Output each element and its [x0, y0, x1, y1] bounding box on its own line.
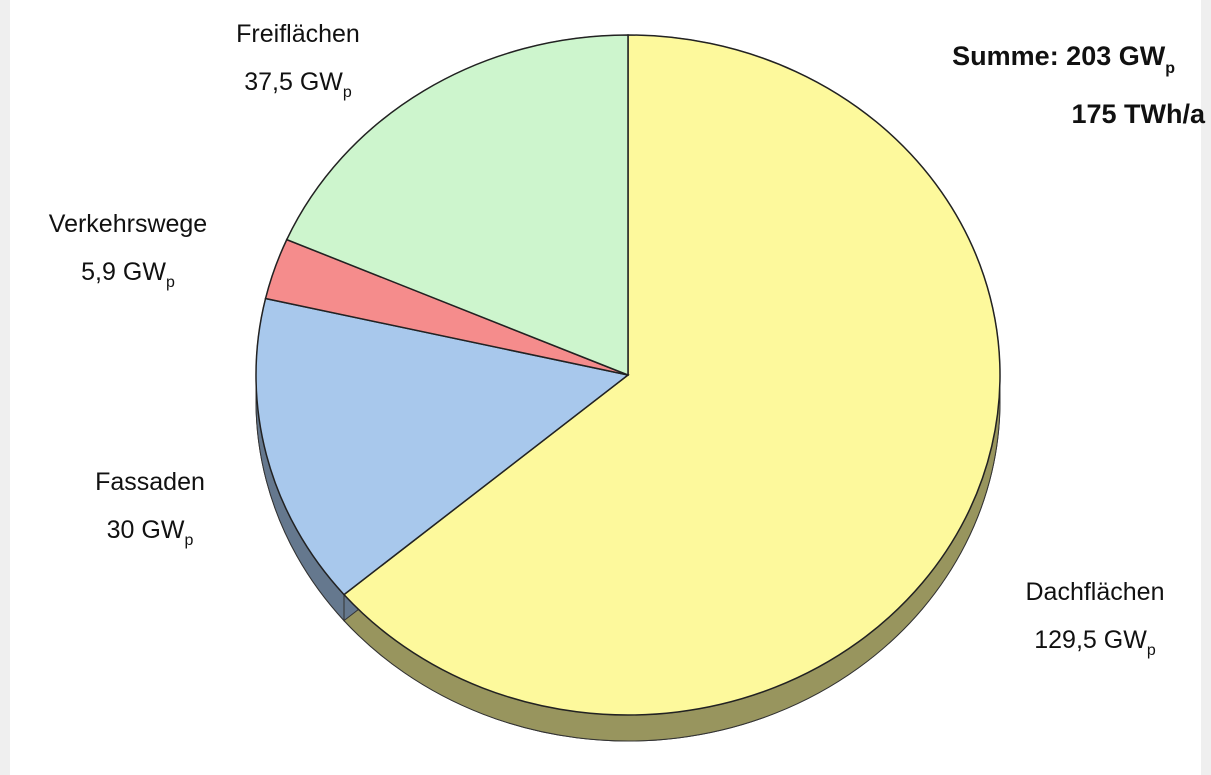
- annotation-subscript: p: [1165, 60, 1175, 77]
- value-number: 30: [107, 516, 135, 544]
- value-number: 37,5: [244, 68, 293, 96]
- pie: [256, 35, 1000, 741]
- value-unit: GW: [300, 68, 343, 96]
- value-subscript: p: [184, 532, 193, 549]
- annotation-text: Summe: 203 GW: [952, 41, 1166, 71]
- category-label: Verkehrswege: [49, 210, 207, 238]
- chart: Dachflächen129,5GWpFassaden30GWpVerkehrs…: [0, 0, 1211, 775]
- value-number: 129,5: [1034, 626, 1097, 654]
- value-subscript: p: [1147, 642, 1156, 659]
- value-unit: GW: [123, 258, 166, 286]
- value-number: 5,9: [81, 258, 116, 286]
- value-subscript: p: [343, 84, 352, 101]
- value-subscript: p: [166, 274, 175, 291]
- annotation: 175 TWh/a: [1071, 99, 1206, 129]
- category-label: Fassaden: [95, 468, 205, 496]
- category-label: Freiflächen: [236, 20, 360, 48]
- category-label: Dachflächen: [1026, 578, 1165, 606]
- value-unit: GW: [1104, 626, 1147, 654]
- value-unit: GW: [141, 516, 184, 544]
